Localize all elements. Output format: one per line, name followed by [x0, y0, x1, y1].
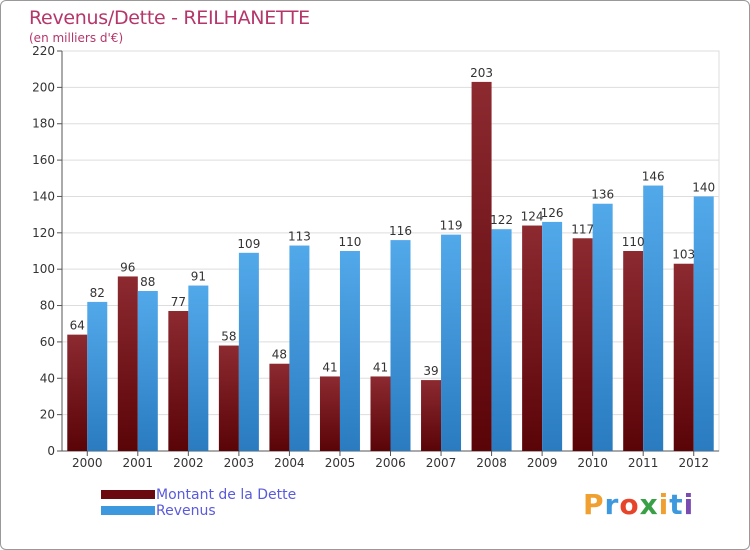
value-label: 88: [140, 275, 155, 289]
revenus-bar: [87, 301, 108, 451]
value-label: 124: [521, 210, 544, 224]
x-tick-label: 2010: [577, 456, 608, 470]
legend-label-dette: Montant de la Dette: [156, 487, 297, 503]
dette-bar: [269, 363, 290, 451]
dette-bar: [673, 263, 694, 451]
proxiti-logo: Proxiti: [583, 488, 694, 521]
y-tick-label: 180: [32, 117, 55, 131]
revenus-bar: [441, 234, 462, 451]
revenus-bar: [390, 240, 411, 451]
value-label: 119: [440, 219, 463, 233]
dette-bar: [522, 225, 543, 451]
value-label: 91: [191, 270, 206, 284]
value-label: 136: [591, 188, 614, 202]
dette-bar: [218, 345, 239, 451]
value-label: 77: [171, 295, 186, 309]
value-label: 140: [692, 180, 715, 194]
value-label: 126: [541, 206, 564, 220]
legend-label-revenus: Revenus: [156, 503, 216, 519]
value-label: 203: [470, 66, 493, 80]
value-label: 146: [642, 170, 665, 184]
value-label: 96: [120, 260, 135, 274]
revenus-bar: [693, 196, 714, 451]
y-tick-label: 0: [47, 444, 55, 458]
dette-bar: [168, 311, 189, 451]
logo-letter: t: [669, 488, 684, 521]
x-tick-label: 2005: [325, 456, 356, 470]
y-tick-label: 60: [40, 335, 55, 349]
x-tick-label: 2011: [628, 456, 659, 470]
dette-bar: [471, 81, 492, 451]
value-label: 117: [571, 222, 594, 236]
value-label: 109: [237, 237, 260, 251]
value-label: 110: [622, 235, 645, 249]
dette-bar: [623, 251, 644, 451]
chart-subtitle: (en milliers d'€): [29, 31, 124, 45]
dette-bar: [117, 276, 138, 451]
value-label: 41: [373, 360, 388, 374]
revenus-bar: [592, 203, 613, 451]
x-tick-label: 2002: [173, 456, 204, 470]
y-tick-label: 220: [32, 44, 55, 58]
value-label: 48: [272, 348, 287, 362]
x-tick-label: 2007: [426, 456, 457, 470]
y-tick-label: 20: [40, 408, 55, 422]
x-tick-label: 2012: [678, 456, 709, 470]
logo-letter: P: [583, 488, 605, 521]
x-tick-label: 2004: [274, 456, 305, 470]
value-label: 82: [90, 286, 105, 300]
revenus-bar: [188, 285, 209, 451]
value-label: 64: [70, 319, 85, 333]
value-label: 58: [221, 330, 236, 344]
value-label: 122: [490, 213, 513, 227]
value-label: 41: [322, 360, 337, 374]
dette-bar: [319, 376, 340, 451]
y-tick-label: 100: [32, 262, 55, 276]
value-label: 103: [672, 248, 695, 262]
x-tick-label: 2001: [123, 456, 154, 470]
legend-swatch-revenus: [101, 506, 155, 515]
revenus-bar: [491, 229, 512, 451]
dette-bar: [572, 238, 593, 451]
logo-letter: r: [604, 488, 620, 521]
logo-letter: i: [658, 488, 670, 521]
revenus-bar: [643, 185, 664, 451]
revenus-bar: [289, 245, 310, 451]
dette-bar: [421, 380, 442, 451]
value-label: 116: [389, 224, 412, 238]
revenus-bar: [137, 291, 158, 451]
axes: 0 20 40 60 80 100 120 140 160 180 200 220 2000 2001 20…: [32, 44, 719, 470]
legend-swatch-dette: [101, 490, 155, 499]
x-tick-label: 2006: [375, 456, 406, 470]
y-tick-label: 140: [32, 189, 55, 203]
logo-letter: x: [639, 488, 659, 521]
x-tick-label: 2009: [527, 456, 558, 470]
y-tick-label: 200: [32, 80, 55, 94]
revenus-bar: [542, 221, 563, 451]
revenus-bar: [238, 252, 259, 451]
y-tick-label: 40: [40, 371, 55, 385]
revenus-bar: [339, 251, 360, 451]
y-tick-label: 120: [32, 226, 55, 240]
logo-letter: o: [619, 488, 640, 521]
value-label: 39: [423, 364, 438, 378]
y-tick-label: 160: [32, 153, 55, 167]
logo-letter: i: [683, 488, 695, 521]
x-tick-label: 2000: [72, 456, 103, 470]
value-label: 110: [339, 235, 362, 249]
value-label: 113: [288, 230, 311, 244]
y-tick-label: 80: [40, 299, 55, 313]
dette-bar: [370, 376, 391, 451]
bars: [67, 81, 714, 451]
chart-title: Revenus/Dette - REILHANETTE: [29, 7, 310, 29]
x-tick-label: 2008: [476, 456, 507, 470]
x-tick-label: 2003: [224, 456, 255, 470]
value-labels: 64 82 96 88 77 91 58 109 48 113 41 110 41 116 39 119 203…: [70, 66, 716, 378]
dette-bar: [67, 334, 88, 451]
